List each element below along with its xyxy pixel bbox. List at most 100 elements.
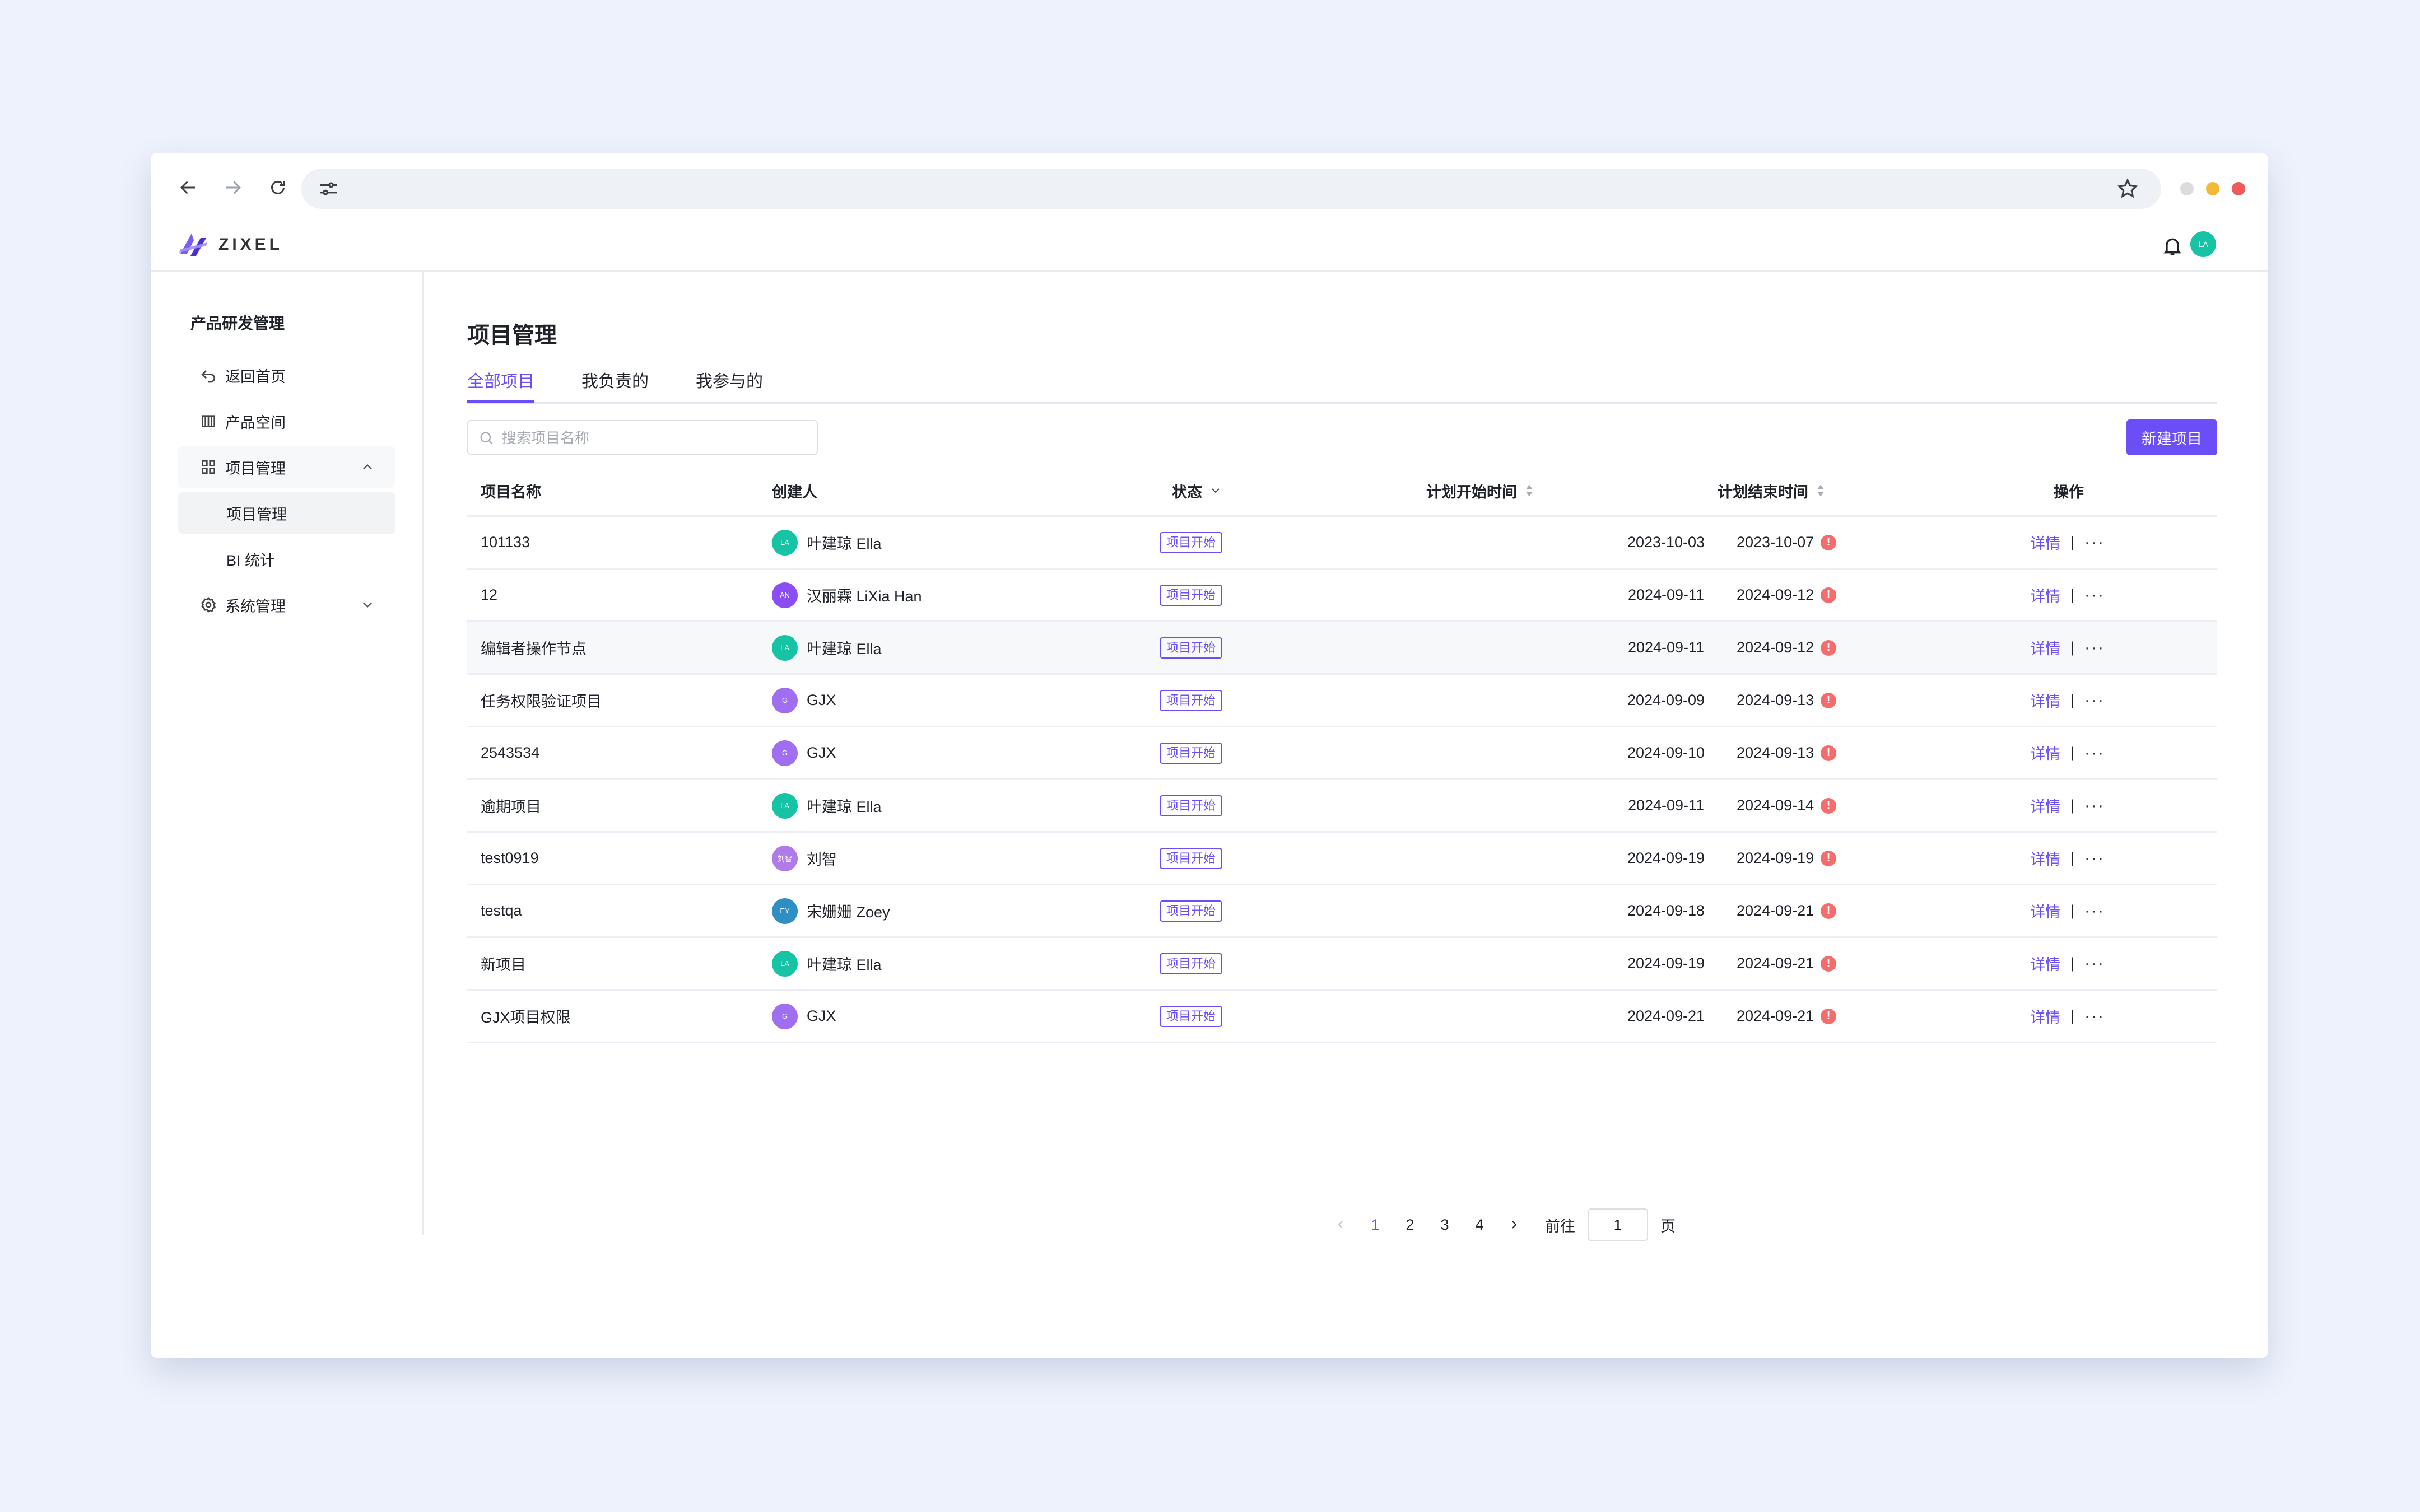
column-label: 操作: [2054, 483, 2084, 501]
site-settings-icon[interactable]: [317, 178, 339, 200]
table-row[interactable]: 任务权限验证项目 G GJX 项目开始 2024-09-09 2024-09-13! 详情 |…: [467, 675, 2217, 727]
more-actions-icon[interactable]: ···: [2084, 954, 2105, 973]
page-button[interactable]: 4: [1475, 1216, 1484, 1233]
more-actions-icon[interactable]: ···: [2084, 1006, 2105, 1025]
project-name-cell: 任务权限验证项目: [481, 675, 602, 726]
bookmark-star-icon[interactable]: [2116, 178, 2139, 200]
details-link[interactable]: 详情: [2030, 1009, 2060, 1026]
more-actions-icon[interactable]: ···: [2084, 638, 2105, 657]
avatar: G: [772, 740, 798, 766]
sidebar-group-system-management[interactable]: 系统管理: [178, 584, 395, 626]
more-actions-icon[interactable]: ···: [2084, 690, 2105, 710]
table-row[interactable]: testqa EY 宋姗姗 Zoey 项目开始 2024-09-18 2024-09-21…: [467, 885, 2217, 938]
more-actions-icon[interactable]: ···: [2084, 901, 2105, 920]
grid-icon: [202, 460, 215, 474]
overdue-warning-icon: !: [1821, 640, 1837, 656]
table-row[interactable]: test0919 刘智 刘智 项目开始 2024-09-19 2024-09-19! 详情 |…: [467, 833, 2217, 885]
sidebar: 产品研发管理 返回首页 产品空间 项目管理 项目管理 BI 统计 系统管理: [151, 272, 424, 1235]
project-name: 编辑者操作节点: [481, 641, 587, 657]
new-project-button[interactable]: 新建项目: [2126, 419, 2217, 455]
status-badge: 项目开始: [1160, 531, 1223, 553]
more-actions-icon[interactable]: ···: [2084, 848, 2105, 867]
details-link[interactable]: 详情: [2030, 693, 2060, 710]
zixel-logo-icon: [179, 234, 207, 256]
column-header-end[interactable]: 计划结束时间: [1718, 466, 1826, 515]
details-link[interactable]: 详情: [2030, 641, 2060, 657]
column-header-status[interactable]: 状态: [1172, 466, 1222, 515]
end-date-cell: 2024-09-14!: [1737, 780, 1837, 831]
table-row[interactable]: 101133 LA 叶建琼 Ella 项目开始 2023-10-03 2023-10-07…: [467, 517, 2217, 570]
project-name-cell: 12: [481, 570, 497, 620]
status-cell: 项目开始: [1160, 570, 1223, 620]
product-space-icon: [202, 415, 215, 427]
more-actions-icon[interactable]: ···: [2084, 796, 2105, 815]
start-date: 2024-09-11: [1627, 639, 1705, 656]
address-bar[interactable]: [301, 169, 2161, 209]
table-row[interactable]: 新项目 LA 叶建琼 Ella 项目开始 2024-09-19 2024-09-21! 详情…: [467, 938, 2217, 991]
project-name-cell: 逾期项目: [481, 780, 541, 831]
column-label: 项目名称: [481, 483, 541, 501]
more-actions-icon[interactable]: ···: [2084, 743, 2105, 762]
overdue-warning-icon: !: [1821, 587, 1837, 603]
details-link[interactable]: 详情: [2030, 746, 2060, 763]
details-link[interactable]: 详情: [2030, 588, 2060, 605]
creator-cell: 刘智 刘智: [772, 833, 837, 884]
forward-button[interactable]: [216, 171, 250, 204]
end-date: 2023-10-07: [1737, 534, 1814, 550]
start-date: 2024-09-19: [1627, 955, 1705, 972]
sidebar-item-project-management[interactable]: 项目管理: [178, 492, 395, 534]
sort-icon[interactable]: [1815, 483, 1826, 498]
end-date: 2024-09-13: [1737, 744, 1814, 761]
tab-my-participating[interactable]: 我参与的: [696, 372, 763, 391]
page-button[interactable]: 2: [1406, 1216, 1414, 1233]
details-link[interactable]: 详情: [2030, 904, 2060, 921]
details-link[interactable]: 详情: [2030, 956, 2060, 973]
user-avatar[interactable]: LA: [2190, 231, 2216, 257]
table-row[interactable]: GJX项目权限 G GJX 项目开始 2024-09-21 2024-09-21! 详情 | ·…: [467, 991, 2217, 1043]
avatar: LA: [772, 529, 798, 556]
sidebar-item-bi-stats[interactable]: BI 统计: [178, 538, 395, 580]
prev-page-button[interactable]: [1323, 1218, 1358, 1231]
window-control-dot[interactable]: [2206, 182, 2219, 195]
tab-my-responsible[interactable]: 我负责的: [581, 372, 649, 391]
sidebar-item-home[interactable]: 返回首页: [178, 354, 395, 396]
avatar: EY: [772, 898, 798, 924]
column-header-creator: 创建人: [772, 466, 817, 515]
sidebar-group-project-management[interactable]: 项目管理: [178, 446, 395, 488]
action-separator: |: [2070, 534, 2075, 550]
table-row[interactable]: 12 AN 汉丽霖 LiXia Han 项目开始 2024-09-11 2024-09-1…: [467, 570, 2217, 622]
action-separator: |: [2070, 692, 2075, 708]
table-row[interactable]: 编辑者操作节点 LA 叶建琼 Ella 项目开始 2024-09-11 2024-09-1…: [467, 622, 2217, 675]
status-cell: 项目开始: [1160, 833, 1223, 884]
sidebar-item-product-space[interactable]: 产品空间: [178, 400, 395, 442]
details-link[interactable]: 详情: [2030, 851, 2060, 868]
start-date: 2024-09-21: [1627, 1007, 1705, 1024]
goto-page-input[interactable]: [1588, 1208, 1648, 1241]
details-link[interactable]: 详情: [2030, 535, 2060, 552]
creator-name: GJX: [807, 1007, 836, 1024]
end-date-cell: 2024-09-19!: [1737, 833, 1837, 884]
sort-icon[interactable]: [1524, 483, 1535, 498]
details-link[interactable]: 详情: [2030, 799, 2060, 815]
tab-all-projects[interactable]: 全部项目: [467, 371, 534, 403]
table-row[interactable]: 逾期项目 LA 叶建琼 Ella 项目开始 2024-09-11 2024-09-14! 详…: [467, 780, 2217, 833]
window-control-dot[interactable]: [2232, 182, 2245, 195]
page-button[interactable]: 3: [1440, 1216, 1449, 1233]
table-row[interactable]: 2543534 G GJX 项目开始 2024-09-10 2024-09-13! 详情 | ·…: [467, 727, 2217, 780]
next-page-button[interactable]: [1497, 1218, 1532, 1231]
more-actions-icon[interactable]: ···: [2084, 585, 2105, 604]
app-logo[interactable]: ZIXEL: [176, 227, 283, 263]
status-badge: 项目开始: [1160, 689, 1223, 711]
bell-icon[interactable]: [2161, 235, 2184, 257]
more-actions-icon[interactable]: ···: [2084, 533, 2105, 552]
end-date-cell: 2024-09-12!: [1737, 622, 1837, 673]
page-button[interactable]: 1: [1371, 1216, 1380, 1233]
window-control-dot[interactable]: [2180, 182, 2194, 195]
chevron-down-icon[interactable]: [1209, 484, 1222, 497]
window-controls: [2180, 182, 2245, 195]
column-header-start[interactable]: 计划开始时间: [1426, 466, 1535, 515]
arrow-left-icon: [180, 181, 195, 194]
reload-button[interactable]: [261, 171, 295, 204]
search-input[interactable]: [501, 426, 806, 450]
back-button[interactable]: [171, 171, 205, 204]
